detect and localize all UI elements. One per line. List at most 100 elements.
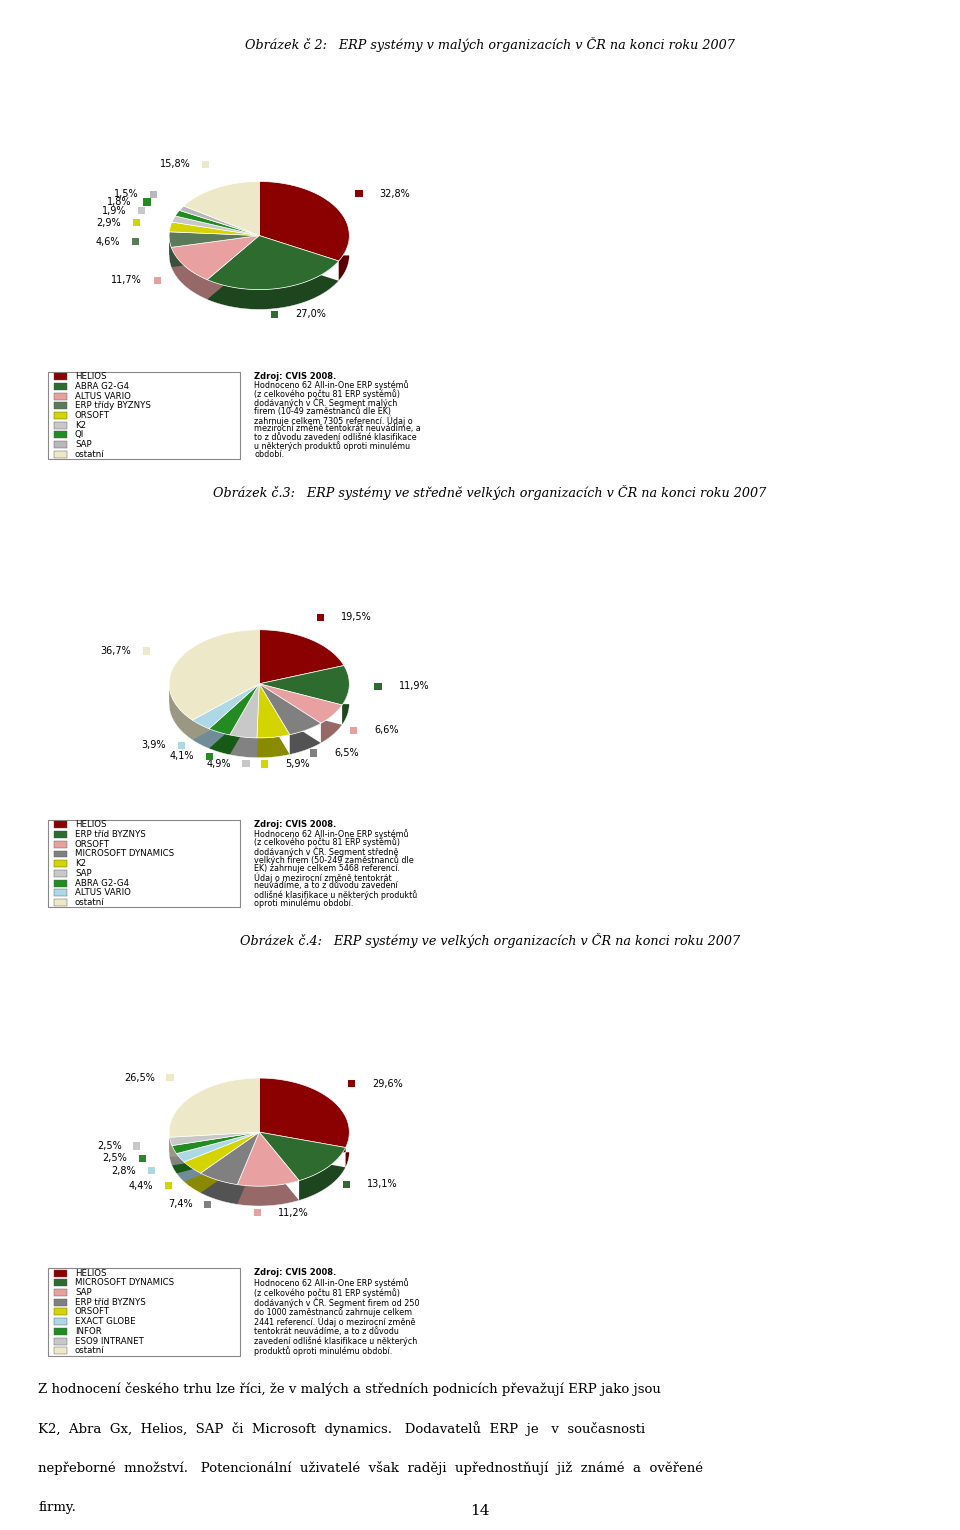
Text: 36,7%: 36,7% <box>101 646 132 656</box>
Text: HELIOS: HELIOS <box>75 820 107 829</box>
Bar <box>54 441 67 448</box>
Text: 4,1%: 4,1% <box>170 751 195 762</box>
Bar <box>54 412 67 419</box>
Bar <box>253 1209 261 1216</box>
Polygon shape <box>172 216 259 236</box>
Text: (z celkového počtu 81 ERP systémů): (z celkového počtu 81 ERP systémů) <box>254 837 400 848</box>
Polygon shape <box>192 684 259 728</box>
Polygon shape <box>237 1132 300 1186</box>
Bar <box>143 647 150 655</box>
Text: 11,2%: 11,2% <box>278 1207 309 1218</box>
Bar <box>54 822 67 828</box>
Bar <box>206 753 213 760</box>
Bar <box>54 842 67 848</box>
Text: 4,6%: 4,6% <box>95 237 120 246</box>
Bar <box>165 1183 172 1189</box>
Text: velkých firem (50-249 zaměstnanců dle: velkých firem (50-249 zaměstnanců dle <box>254 855 414 864</box>
Bar <box>54 393 67 399</box>
Bar <box>54 1290 67 1296</box>
Text: 4,9%: 4,9% <box>206 759 230 768</box>
Text: tentokrát neuvádíme, a to z důvodu: tentokrát neuvádíme, a to z důvodu <box>254 1327 399 1336</box>
Polygon shape <box>169 684 259 741</box>
Bar <box>54 431 67 438</box>
Polygon shape <box>172 1132 259 1154</box>
Text: 2,5%: 2,5% <box>102 1154 127 1163</box>
Bar <box>154 277 161 285</box>
Text: K2: K2 <box>75 860 86 868</box>
Polygon shape <box>171 236 259 300</box>
Text: dodávaných v ČR. Segment malých: dodávaných v ČR. Segment malých <box>254 398 397 409</box>
Bar <box>138 1155 146 1161</box>
Text: HELIOS: HELIOS <box>75 1268 107 1278</box>
Text: K2,  Abra  Gx,  Helios,  SAP  či  Microsoft  dynamics.   Dodavatelů  ERP  je   v: K2, Abra Gx, Helios, SAP či Microsoft dy… <box>38 1421 645 1437</box>
Polygon shape <box>169 233 259 248</box>
Bar <box>202 161 209 168</box>
Polygon shape <box>259 1079 349 1148</box>
Text: Hodnoceno 62 All-in-One ERP systémů: Hodnoceno 62 All-in-One ERP systémů <box>254 829 409 838</box>
Text: oproti minulému období.: oproti minulému období. <box>254 898 354 909</box>
Bar <box>261 760 268 768</box>
Bar <box>350 727 357 734</box>
Text: zahrnuje celkem 7305 referencí. Údaj o: zahrnuje celkem 7305 referencí. Údaj o <box>254 416 413 425</box>
Polygon shape <box>257 684 290 757</box>
Text: ERP tříd BYZNYS: ERP tříd BYZNYS <box>75 1297 146 1307</box>
Polygon shape <box>176 211 259 236</box>
Polygon shape <box>207 236 339 289</box>
Bar <box>133 219 140 226</box>
Polygon shape <box>237 1132 300 1206</box>
Polygon shape <box>201 1132 259 1204</box>
Text: K2: K2 <box>75 421 86 430</box>
Bar <box>343 1181 350 1187</box>
Bar <box>242 760 250 767</box>
Bar <box>54 1270 67 1276</box>
Bar <box>178 742 185 748</box>
Polygon shape <box>180 207 259 236</box>
Polygon shape <box>169 236 259 268</box>
Bar <box>54 1337 67 1345</box>
Bar <box>54 1308 67 1316</box>
Text: SAP: SAP <box>75 441 91 448</box>
Text: 5,9%: 5,9% <box>285 759 310 770</box>
Text: ERP třídy BYZNYS: ERP třídy BYZNYS <box>75 401 151 410</box>
Text: období.: období. <box>254 450 284 459</box>
Text: mezirocní změně tentokrát neuvádíme, a: mezirocní změně tentokrát neuvádíme, a <box>254 424 421 433</box>
Text: 6,6%: 6,6% <box>374 725 399 736</box>
Text: 14: 14 <box>470 1504 490 1518</box>
Text: 1,9%: 1,9% <box>102 205 126 216</box>
Text: 11,9%: 11,9% <box>398 681 429 692</box>
Polygon shape <box>201 1132 259 1184</box>
Polygon shape <box>259 684 342 744</box>
Text: ABRA G2-G4: ABRA G2-G4 <box>75 382 129 390</box>
Bar <box>166 1074 174 1082</box>
Text: ORSOFT: ORSOFT <box>75 412 110 419</box>
Text: neuvádíme, a to z důvodu zavedení: neuvádíme, a to z důvodu zavedení <box>254 881 398 890</box>
Bar <box>54 1279 67 1287</box>
Polygon shape <box>169 1079 259 1137</box>
Text: odlišné klasifikace u některých produktů: odlišné klasifikace u některých produktů <box>254 890 418 900</box>
Polygon shape <box>184 1132 259 1193</box>
Bar <box>54 851 67 857</box>
Text: QI: QI <box>75 430 84 439</box>
Bar <box>54 1299 67 1305</box>
Text: HELIOS: HELIOS <box>75 372 107 381</box>
Polygon shape <box>259 182 349 262</box>
Polygon shape <box>207 236 339 309</box>
Text: 6,5%: 6,5% <box>334 748 359 757</box>
Text: Údaj o mezirocní změně tentokrát: Údaj o mezirocní změně tentokrát <box>254 872 392 883</box>
Bar <box>310 750 317 757</box>
Text: 32,8%: 32,8% <box>379 188 410 199</box>
Polygon shape <box>209 684 259 734</box>
Text: ESO9 INTRANET: ESO9 INTRANET <box>75 1337 144 1345</box>
Text: ALTUS VARIO: ALTUS VARIO <box>75 392 131 401</box>
Bar <box>54 831 67 838</box>
Polygon shape <box>259 666 349 705</box>
Polygon shape <box>259 236 349 282</box>
Text: ERP tříd BYZNYS: ERP tříd BYZNYS <box>75 831 146 838</box>
Text: firem (10-49 zaměstnanců dle EK): firem (10-49 zaměstnanců dle EK) <box>254 407 392 416</box>
Bar <box>133 1143 140 1149</box>
Text: 27,0%: 27,0% <box>295 309 325 320</box>
Text: EK) zahrnuje celkem 5468 referencí.: EK) zahrnuje celkem 5468 referencí. <box>254 863 400 872</box>
Text: Obrázek č.4:   ERP systémy ve velkých organizacích v ČR na konci roku 2007: Obrázek č.4: ERP systémy ve velkých orga… <box>240 933 739 949</box>
Text: 1,8%: 1,8% <box>108 197 132 207</box>
Text: 19,5%: 19,5% <box>342 612 372 623</box>
